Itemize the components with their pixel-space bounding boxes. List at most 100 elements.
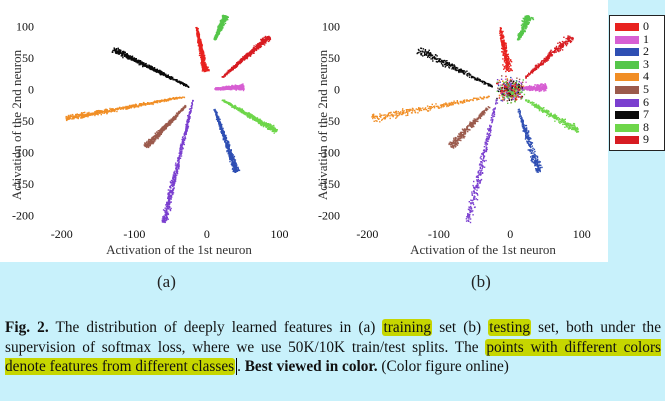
- scatter-point: [179, 146, 182, 149]
- scatter-point: [231, 165, 233, 167]
- scatter-point: [163, 219, 166, 222]
- scatter-point: [198, 41, 200, 43]
- scatter-point: [172, 185, 174, 188]
- scatter-point: [236, 108, 238, 110]
- scatter-point: [268, 124, 271, 126]
- scatter-point: [243, 88, 245, 90]
- scatter-point: [226, 150, 228, 152]
- scatter-point: [181, 138, 183, 141]
- scatter-point: [126, 108, 128, 110]
- cluster-class-1: [214, 83, 245, 92]
- scatter-point: [184, 136, 186, 138]
- scatter-point: [175, 79, 177, 81]
- scatter-point: [219, 122, 221, 125]
- scatter-point: [237, 166, 239, 169]
- scatter-point: [168, 76, 171, 78]
- scatter-point: [187, 115, 189, 117]
- scatter-point: [203, 70, 205, 73]
- scatter-point: [176, 165, 178, 167]
- scatter-point: [156, 70, 158, 72]
- scatter-point: [223, 87, 226, 89]
- scatter-point: [149, 144, 151, 146]
- scatter-point: [260, 124, 262, 126]
- scatter-point: [153, 139, 156, 141]
- scatter-point: [217, 28, 220, 31]
- scatter-point: [175, 117, 177, 119]
- scatter-point: [264, 39, 266, 41]
- scatter-point: [154, 140, 156, 142]
- scatter-point: [248, 112, 250, 114]
- scatter-point: [152, 140, 155, 142]
- scatter-point: [175, 162, 177, 164]
- scatter-point: [158, 71, 161, 74]
- scatter-point: [172, 179, 174, 181]
- scatter-point: [225, 101, 227, 104]
- scatter-point: [186, 85, 189, 88]
- scatter-point: [161, 221, 164, 223]
- scatter-point: [248, 117, 251, 119]
- scatter-point: [196, 31, 198, 34]
- scatter-point: [236, 164, 238, 166]
- scatter-point: [173, 118, 176, 121]
- scatter-point: [157, 133, 159, 135]
- scatter-point: [250, 113, 252, 115]
- scatter-point: [169, 124, 171, 126]
- scatter-point: [177, 162, 180, 164]
- scatter-point: [154, 138, 157, 140]
- scatter-point: [241, 108, 243, 110]
- scatter-point: [221, 123, 223, 126]
- scatter-point: [197, 41, 199, 44]
- scatter-point: [186, 125, 188, 127]
- scatter-point: [146, 140, 148, 143]
- scatter-point: [170, 198, 172, 200]
- scatter-point: [177, 159, 180, 161]
- scatter-point: [169, 199, 171, 201]
- scatter-point: [200, 54, 203, 57]
- scatter-point: [224, 137, 226, 140]
- scatter-point: [263, 44, 266, 46]
- scatter-point: [208, 70, 210, 72]
- scatter-point: [227, 85, 229, 88]
- scatter-point: [165, 220, 167, 222]
- scatter-point: [144, 103, 147, 105]
- scatter-point: [171, 121, 174, 123]
- scatter-point: [202, 59, 204, 61]
- scatter-point: [169, 77, 172, 79]
- scatter-point: [222, 138, 225, 140]
- scatter-point: [229, 104, 231, 106]
- scatter-point: [175, 79, 177, 82]
- scatter-point: [263, 122, 265, 124]
- scatter-point: [170, 120, 172, 123]
- scatter-point: [223, 133, 225, 135]
- scatter-point: [261, 121, 263, 123]
- scatter-point: [120, 49, 122, 52]
- scatter-point: [221, 129, 224, 131]
- scatter-point: [112, 110, 114, 112]
- scatter-point: [199, 44, 201, 46]
- scatter-point: [227, 87, 230, 89]
- scatter-point: [234, 171, 237, 173]
- scatter-point: [164, 125, 166, 127]
- scatter-point: [213, 109, 215, 111]
- scatter-point: [133, 57, 136, 59]
- scatter-point: [98, 111, 101, 114]
- scatter-point: [188, 117, 190, 120]
- scatter-point: [168, 197, 171, 199]
- scatter-point: [223, 21, 225, 23]
- scatter-point: [161, 130, 163, 132]
- scatter-point: [221, 18, 224, 20]
- scatter-point: [183, 106, 186, 108]
- scatter-point: [215, 112, 218, 114]
- scatter-point: [89, 114, 91, 116]
- scatter-point: [217, 117, 219, 119]
- scatter-point: [217, 33, 219, 36]
- scatter-point: [117, 53, 120, 55]
- scatter-point: [159, 69, 161, 72]
- scatter-point: [131, 59, 133, 61]
- scatter-point: [220, 20, 222, 22]
- scatter-point: [201, 61, 204, 63]
- scatter-point: [238, 87, 240, 89]
- scatter-point: [219, 127, 222, 130]
- scatter-point: [219, 123, 222, 125]
